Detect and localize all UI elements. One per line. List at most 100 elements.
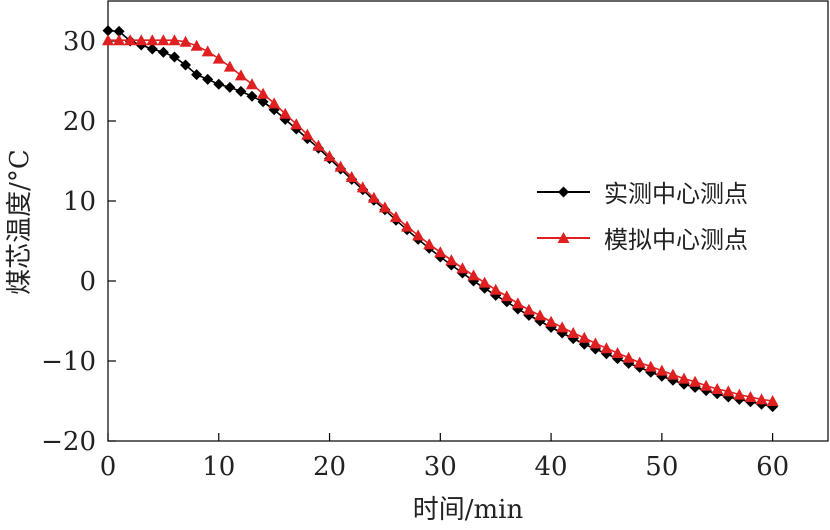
axis-ticks: 0 10 20 30 40 50 60 30 20 10 0 −10 −20 (41, 27, 789, 482)
data-point (191, 69, 203, 81)
plot-frame (107, 0, 829, 442)
data-point (511, 297, 524, 309)
series-layer (102, 25, 779, 413)
data-point (135, 34, 148, 46)
data-point (168, 51, 180, 63)
data-point (545, 315, 558, 327)
data-point (279, 107, 292, 119)
series-line (107, 29, 773, 408)
data-point (224, 81, 236, 93)
data-point (522, 303, 535, 315)
data-point (290, 118, 303, 130)
data-point (157, 34, 170, 46)
data-point (733, 388, 746, 400)
y-tick-label: 20 (63, 107, 96, 137)
data-point (478, 276, 491, 288)
data-point (356, 181, 369, 193)
data-point (467, 269, 480, 281)
x-tick-label: 30 (424, 452, 457, 482)
data-point (201, 45, 214, 57)
data-point (378, 201, 391, 213)
y-tick-label: 0 (79, 267, 96, 297)
data-point (301, 128, 314, 140)
y-tick-label: −10 (41, 347, 96, 377)
data-point (600, 342, 613, 354)
data-point (390, 211, 402, 222)
data-point (146, 43, 158, 55)
x-tick-label: 10 (202, 452, 235, 482)
x-tick-label: 40 (535, 452, 568, 482)
y-tick-label: 30 (63, 27, 96, 57)
data-point (755, 393, 768, 405)
data-point (633, 356, 646, 368)
data-point (367, 191, 380, 203)
data-point (412, 229, 425, 241)
x-axis-label: 时间/min (413, 495, 524, 525)
data-point (102, 25, 114, 37)
data-point (268, 97, 281, 109)
data-point (113, 25, 125, 37)
data-point (180, 59, 192, 71)
data-point (168, 34, 181, 46)
data-point (157, 46, 169, 58)
y-tick-label: −20 (41, 427, 96, 457)
data-point (711, 383, 724, 394)
data-point (611, 347, 624, 358)
data-point (213, 78, 225, 90)
legend: 实测中心测点 模拟中心测点 (537, 180, 748, 254)
data-point (678, 372, 690, 384)
data-point (700, 379, 713, 391)
series-line (108, 39, 773, 402)
data-point (556, 321, 569, 333)
data-point (500, 290, 513, 302)
data-point (489, 283, 502, 295)
data-point (644, 360, 657, 372)
data-point (589, 337, 602, 349)
series-measured (102, 25, 779, 413)
data-point (434, 246, 447, 258)
legend-marker-simulated (557, 232, 570, 243)
data-point (666, 368, 679, 380)
data-point (456, 262, 469, 274)
x-tick-label: 50 (645, 452, 678, 482)
data-point (223, 60, 236, 72)
x-tick-label: 20 (313, 452, 346, 482)
data-point (190, 39, 203, 51)
legend-label-measured: 实测中心测点 (604, 180, 748, 208)
data-point (567, 327, 580, 338)
data-point (124, 34, 137, 46)
series-simulated (102, 34, 779, 406)
data-point (246, 78, 258, 90)
data-point (113, 34, 126, 46)
data-point (744, 391, 757, 402)
data-point (234, 69, 247, 81)
data-point (323, 150, 336, 162)
data-point (345, 171, 358, 182)
y-axis-label: 煤芯温度/°C (5, 149, 35, 295)
legend-label-simulated: 模拟中心测点 (604, 226, 748, 254)
legend-marker-measured (558, 186, 569, 198)
data-point (235, 85, 247, 97)
data-point (257, 96, 269, 108)
data-point (445, 254, 458, 266)
data-point (312, 139, 325, 151)
data-point (212, 52, 225, 64)
x-tick-label: 60 (756, 452, 789, 482)
data-point (423, 238, 436, 250)
data-point (401, 220, 414, 232)
data-point (202, 73, 214, 85)
data-point (146, 34, 159, 46)
data-point (578, 331, 591, 343)
data-point (655, 364, 668, 376)
data-point (766, 395, 779, 406)
data-point (179, 35, 192, 47)
x-tick-label: 0 (100, 452, 117, 482)
data-point (102, 34, 114, 46)
data-point (246, 90, 258, 102)
data-point (722, 385, 735, 397)
data-point (334, 160, 347, 172)
data-point (689, 375, 702, 387)
data-point (534, 309, 546, 321)
